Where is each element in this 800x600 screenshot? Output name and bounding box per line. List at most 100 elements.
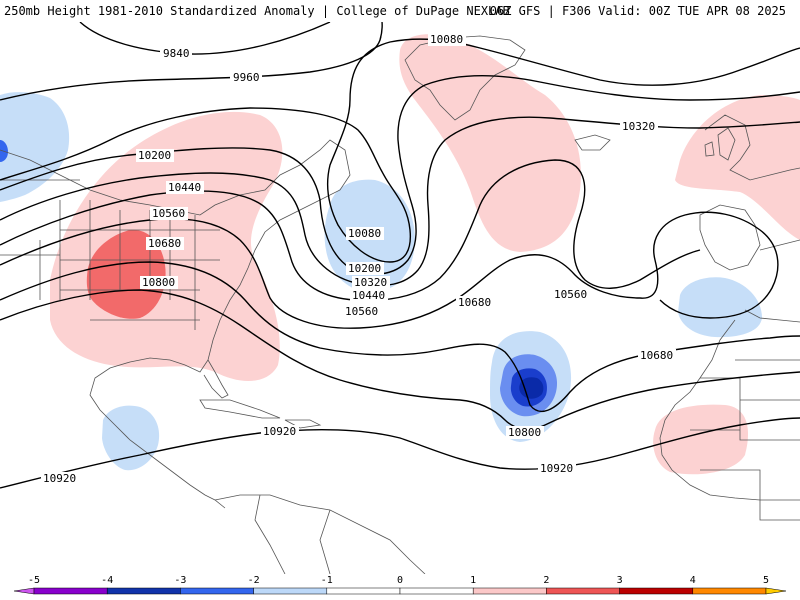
- label-10800-west: 10800: [140, 276, 178, 289]
- label-10680-central: 10680: [456, 296, 494, 309]
- contour-9840: [79, 22, 331, 55]
- contour-label: 9960: [233, 71, 260, 84]
- florida-coast: [203, 359, 229, 399]
- contour-label: 10680: [458, 296, 491, 309]
- colorbar-segment: [472, 587, 547, 595]
- colorbar-tick-label: 2: [543, 575, 549, 586]
- colorbar-segment: [253, 587, 328, 595]
- contour-label: 10080: [430, 33, 463, 46]
- label-10200-trough: 10200: [346, 262, 384, 275]
- colorbar-segment: [399, 587, 474, 595]
- colorbar-tick-label: 5: [763, 575, 769, 586]
- colorbar-segment: [692, 587, 767, 595]
- north-america-coast: [0, 139, 351, 509]
- colorbar-tick-label: -4: [101, 575, 113, 586]
- contour-label: 10680: [640, 349, 673, 362]
- weather-map: 9840 9960 10080 10200 10440 10560 10680 …: [0, 22, 800, 574]
- contour-9960: [0, 22, 383, 101]
- label-9840: 9840: [160, 47, 192, 60]
- colorbar-segment: [33, 587, 108, 595]
- colorbar-tick-label: -3: [174, 575, 186, 586]
- positive-anomaly-west-africa: [653, 404, 749, 475]
- label-10080-trough: 10080: [346, 227, 384, 240]
- label-10920-caribbean: 10920: [261, 425, 299, 438]
- anomaly-colorbar: -5 -4 -3 -2 -1 0 1 2 3 4 5: [13, 575, 787, 595]
- label-10560-trough: 10560: [343, 305, 381, 318]
- colorbar-tick-label: -2: [248, 575, 260, 586]
- negative-anomaly-iberia: [678, 277, 762, 338]
- model-run-info: 06Z GFS | F306 Valid: 00Z TUE APR 08 202…: [489, 4, 786, 18]
- map-title: 250mb Height 1981-2010 Standardized Anom…: [4, 4, 510, 18]
- contour-label: 10800: [508, 426, 541, 439]
- coastlines: [0, 35, 800, 574]
- contour-10800: [0, 289, 800, 430]
- label-10800-low: 10800: [506, 426, 544, 439]
- british-isles-coast: [704, 127, 736, 161]
- colorbar-tick-label: 3: [617, 575, 623, 586]
- contour-labels: 9840 9960 10080 10200 10440 10560 10680 …: [41, 33, 676, 485]
- contour-label: 10920: [263, 425, 296, 438]
- height-contours: [0, 22, 800, 489]
- colorbar-tick-label: -1: [321, 575, 333, 586]
- contour-label: 10680: [148, 237, 181, 250]
- colorbar-segment: [326, 587, 401, 595]
- positive-anomaly-europe: [675, 95, 800, 240]
- label-10920-atlantic: 10920: [538, 462, 576, 475]
- colorbar-segments: [13, 587, 787, 595]
- colorbar-segment: [106, 587, 181, 595]
- contour-label: 10440: [168, 181, 201, 194]
- colorbar-segment: [546, 587, 620, 595]
- label-10680-west: 10680: [146, 237, 184, 250]
- label-10320-trough: 10320: [352, 276, 390, 289]
- colorbar-tick-label: -5: [28, 575, 40, 586]
- label-9960: 9960: [230, 71, 262, 84]
- contour-10320: [0, 116, 800, 287]
- colorbar-ticks: -5 -4 -3 -2 -1 0 1 2 3 4 5: [28, 575, 769, 586]
- cuba-coast: [199, 399, 281, 419]
- south-america-coast: [214, 494, 426, 574]
- contour-10440: [0, 159, 701, 302]
- contour-label: 10320: [354, 276, 387, 289]
- iceland-coast: [574, 134, 611, 151]
- contour-label: 10080: [348, 227, 381, 240]
- contour-label: 10920: [540, 462, 573, 475]
- contour-label: 10200: [348, 262, 381, 275]
- contour-10920: [0, 417, 800, 489]
- colorbar-tick-label: 1: [470, 575, 476, 586]
- contour-label: 10560: [152, 207, 185, 220]
- contour-10680: [0, 261, 800, 413]
- colorbar-segment: [180, 587, 254, 595]
- map-header: 250mb Height 1981-2010 Standardized Anom…: [0, 0, 800, 22]
- contour-label: 10200: [138, 149, 171, 162]
- colorbar-tick-label: 4: [690, 575, 696, 586]
- core-negative-anomaly-atlantic-low: [519, 377, 544, 399]
- contour-label: 10440: [352, 289, 385, 302]
- contour-10080-west: [0, 38, 800, 263]
- label-10560-east: 10560: [552, 288, 590, 301]
- label-10200-west: 10200: [136, 149, 174, 162]
- contour-label: 10800: [142, 276, 175, 289]
- south-america-inland: [254, 494, 331, 574]
- strong-positive-anomaly-us: [86, 229, 166, 319]
- colorbar-tick-label: 0: [397, 575, 403, 586]
- label-10320-east: 10320: [620, 120, 658, 133]
- label-10080-greenland: 10080: [428, 33, 466, 46]
- colorbar-segment: [619, 587, 694, 595]
- europe-coast: [699, 114, 800, 271]
- label-10440-trough: 10440: [350, 289, 388, 302]
- africa-coast: [659, 309, 800, 501]
- contour-10560: [0, 211, 779, 329]
- contour-label: 10560: [345, 305, 378, 318]
- label-10560-west: 10560: [150, 207, 188, 220]
- contour-label: 10560: [554, 288, 587, 301]
- contour-label: 10920: [43, 472, 76, 485]
- positive-anomaly-greenland: [399, 34, 581, 253]
- colorbar-high-cap: [765, 587, 787, 595]
- contour-label: 10320: [622, 120, 655, 133]
- colorbar-low-cap: [13, 587, 35, 595]
- label-10680-east: 10680: [638, 349, 676, 362]
- contour-10200-west: [0, 74, 800, 275]
- label-10920-pacific: 10920: [41, 472, 79, 485]
- label-10440-west: 10440: [166, 181, 204, 194]
- contour-label: 9840: [163, 47, 190, 60]
